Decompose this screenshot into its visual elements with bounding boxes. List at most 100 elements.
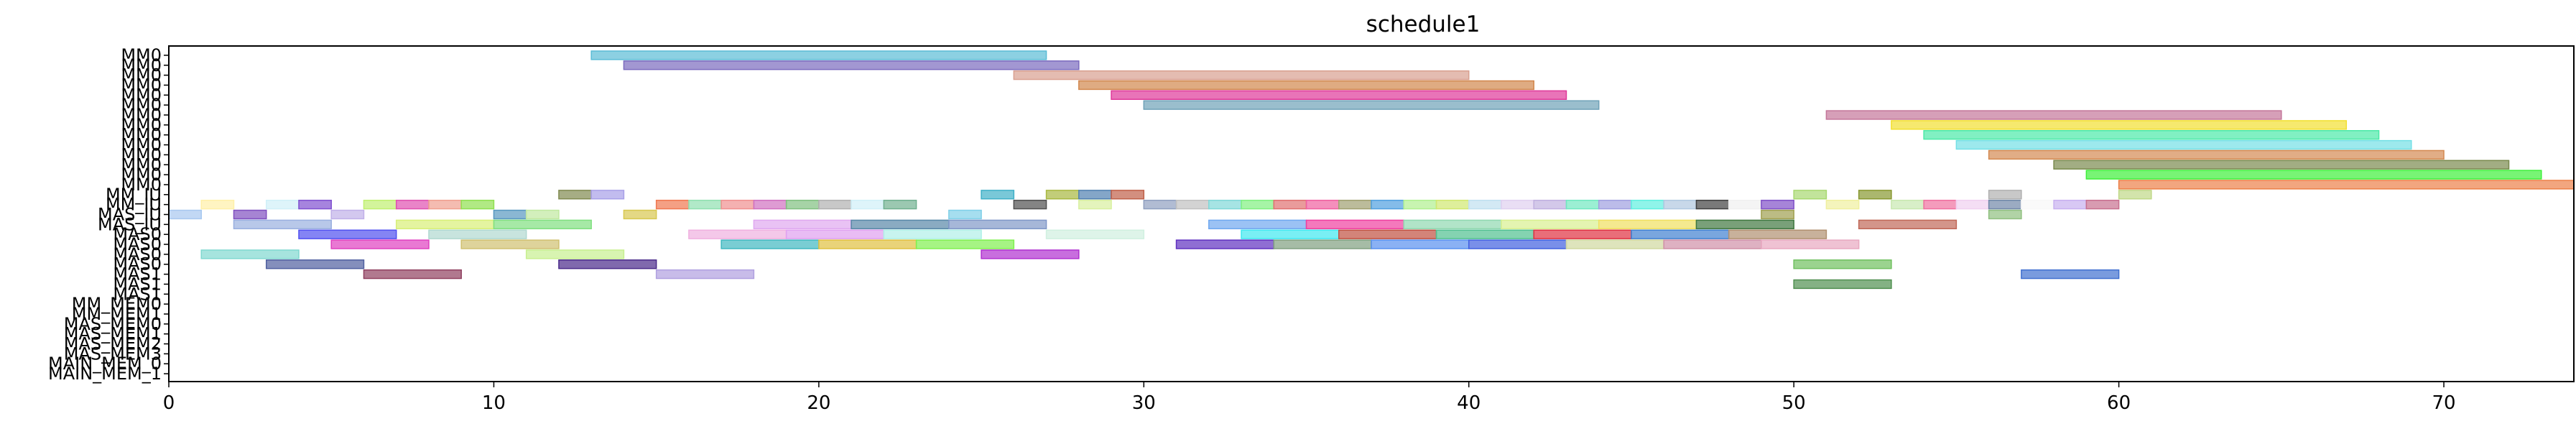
task-bar [428, 199, 462, 210]
task-bar [948, 219, 1047, 230]
task-bar [1501, 219, 1600, 230]
task-bar [395, 219, 495, 230]
task-bar [1143, 100, 1600, 110]
plot-frame [168, 45, 2575, 382]
task-bar [2118, 180, 2575, 190]
task-bar [818, 199, 852, 210]
task-bar [1631, 229, 1730, 239]
row-label: MM0 [121, 75, 162, 95]
row-label: MM0 [121, 105, 162, 125]
row-label: MM0 [121, 175, 162, 195]
task-bar [1208, 219, 1307, 230]
task-bar [1241, 199, 1275, 210]
task-bar [200, 249, 300, 259]
task-bar [1598, 199, 1632, 210]
task-bar [1078, 190, 1112, 200]
task-bar [1761, 199, 1794, 210]
task-bar [721, 199, 755, 210]
task-bar [1208, 199, 1242, 210]
x-tick-label: 0 [163, 392, 175, 414]
task-bar [1923, 130, 2380, 140]
row-label: MM0 [121, 165, 162, 185]
task-bar [1923, 199, 1958, 210]
task-bar [2053, 160, 2510, 170]
task-bar [1631, 199, 1664, 210]
task-bar [1988, 190, 2022, 200]
task-bar [2085, 170, 2542, 180]
task-bar [493, 209, 527, 220]
task-bar [1533, 229, 1632, 239]
task-bar [1175, 239, 1275, 249]
task-bar [1305, 199, 1340, 210]
row-label: MM0 [121, 95, 162, 115]
row-label: MAS1 [113, 264, 162, 285]
row-label: MM0 [121, 65, 162, 86]
task-bar [1955, 199, 1990, 210]
task-bar [200, 199, 235, 210]
task-bar [330, 239, 430, 249]
task-bar [1761, 209, 1794, 220]
task-bar [233, 209, 267, 220]
task-bar [883, 199, 917, 210]
task-bar [265, 259, 365, 269]
task-bar [1891, 120, 2348, 130]
row-label: MAS_MEM1 [64, 324, 162, 344]
task-bar [1013, 70, 1470, 80]
task-bar [1111, 190, 1145, 200]
task-bar [1338, 229, 1437, 239]
task-bar [785, 199, 820, 210]
task-bar [1598, 219, 1697, 230]
task-bar [948, 209, 982, 220]
task-bar [1143, 199, 1177, 210]
task-bar [1663, 199, 1697, 210]
row-label: MAS_IU [98, 214, 162, 234]
task-bar [1241, 229, 1340, 239]
task-bar [298, 199, 332, 210]
task-bar [168, 209, 202, 220]
task-bar [558, 190, 592, 200]
task-bar [818, 239, 917, 249]
task-bar [1305, 219, 1404, 230]
task-bar [1435, 199, 1470, 210]
row-label: MM0 [121, 125, 162, 145]
row-label: MM0 [121, 85, 162, 105]
task-bar [1695, 219, 1794, 230]
task-bar [1988, 209, 2022, 220]
task-bar [395, 199, 430, 210]
task-bar [981, 190, 1015, 200]
task-bar [1793, 259, 1892, 269]
task-bar [851, 219, 950, 230]
row-label: MAIN_MEM_0 [48, 354, 162, 374]
task-bar [460, 199, 495, 210]
row-label: MAS1 [113, 274, 162, 294]
task-bar [1013, 199, 1047, 210]
row-label: MAS0 [113, 234, 162, 254]
task-bar [1955, 139, 2412, 150]
row-label: MM_IU [106, 195, 162, 215]
task-bar [1988, 199, 2022, 210]
row-label: MAS_IU [98, 205, 162, 225]
task-bar [1728, 229, 1827, 239]
task-bar [2021, 199, 2054, 210]
task-bars-layer [168, 50, 2575, 290]
x-tick-label: 70 [2432, 392, 2455, 414]
task-bar [1793, 279, 1892, 290]
task-bar [1371, 199, 1404, 210]
row-label: MM0 [121, 154, 162, 175]
row-label: MAS_MEM2 [64, 334, 162, 354]
task-bar [1045, 229, 1145, 239]
task-bar [1695, 199, 1730, 210]
row-label: MM0 [121, 115, 162, 135]
task-bar [785, 229, 885, 239]
task-bar [2118, 190, 2152, 200]
task-bar [1565, 239, 1664, 249]
task-bar [1533, 199, 1567, 210]
task-bar [688, 229, 787, 239]
x-tick-label: 40 [1457, 392, 1481, 414]
task-bar [298, 229, 397, 239]
task-bar [1793, 190, 1827, 200]
task-bar [330, 209, 365, 220]
task-bar [460, 239, 560, 249]
task-bar [753, 219, 852, 230]
